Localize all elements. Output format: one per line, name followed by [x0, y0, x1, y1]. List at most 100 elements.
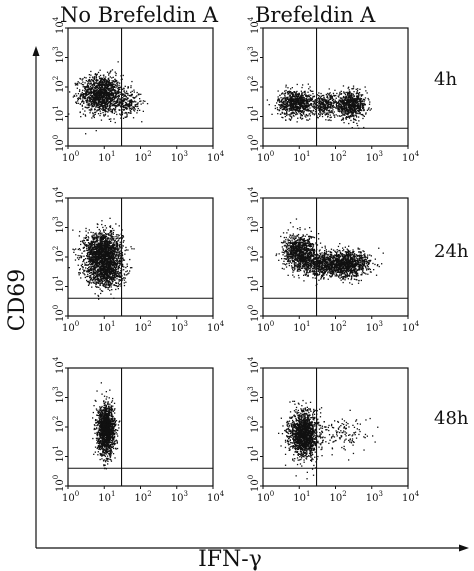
data-point — [284, 113, 287, 115]
data-point — [109, 242, 111, 244]
data-point — [302, 100, 304, 102]
data-point — [98, 252, 100, 254]
data-point — [99, 261, 101, 263]
data-point — [303, 111, 305, 113]
data-point — [283, 103, 286, 105]
data-point — [292, 99, 294, 101]
data-point — [357, 112, 359, 114]
data-point — [292, 98, 294, 100]
data-point — [93, 103, 95, 105]
data-point — [95, 234, 97, 236]
data-point — [306, 102, 308, 104]
data-point — [293, 108, 295, 111]
data-point — [92, 79, 94, 81]
data-point — [337, 108, 340, 110]
data-point — [343, 111, 346, 113]
data-point — [356, 116, 358, 118]
data-point — [94, 252, 96, 254]
data-point — [102, 255, 105, 257]
data-point — [92, 101, 94, 103]
data-point — [96, 264, 98, 267]
data-point — [119, 102, 121, 104]
data-point — [94, 108, 96, 110]
data-point — [344, 93, 347, 96]
data-point — [79, 103, 81, 105]
data-point — [310, 100, 313, 102]
data-point — [123, 108, 126, 111]
data-point — [84, 115, 87, 117]
data-point — [96, 98, 98, 100]
data-point — [99, 114, 101, 117]
data-point — [96, 241, 98, 243]
data-point — [104, 88, 106, 90]
data-point — [341, 109, 343, 111]
data-point — [134, 108, 136, 110]
data-point — [362, 113, 364, 116]
data-point — [111, 97, 113, 99]
data-point — [115, 273, 117, 275]
data-point — [97, 251, 99, 253]
data-point — [110, 103, 112, 105]
data-point — [100, 90, 103, 92]
data-point — [363, 109, 365, 112]
data-point — [109, 226, 112, 228]
data-point — [109, 246, 111, 248]
data-point — [314, 102, 317, 104]
data-point — [309, 100, 311, 103]
data-point — [353, 103, 355, 105]
panel-points — [68, 217, 135, 300]
data-point — [98, 251, 101, 254]
data-point — [108, 79, 111, 81]
data-point — [303, 106, 305, 108]
data-point — [118, 225, 120, 227]
data-point — [100, 112, 102, 115]
data-point — [333, 111, 335, 113]
data-point — [132, 96, 134, 99]
data-point — [124, 253, 126, 255]
data-point — [78, 257, 81, 259]
data-point — [102, 250, 104, 252]
data-point — [351, 93, 353, 95]
data-point — [346, 99, 349, 101]
y-axis-title: CD69 — [5, 269, 30, 331]
data-point — [306, 119, 308, 121]
data-point — [92, 234, 94, 236]
data-point — [130, 91, 132, 93]
data-point — [106, 258, 108, 260]
data-point — [123, 109, 125, 111]
data-point — [353, 109, 355, 112]
data-point — [74, 82, 76, 85]
data-point — [98, 236, 100, 238]
data-point — [98, 95, 100, 97]
data-point — [96, 234, 98, 236]
data-point — [80, 243, 82, 246]
data-point — [363, 105, 365, 107]
data-point — [286, 109, 288, 111]
data-point — [82, 86, 84, 88]
data-point — [114, 100, 116, 102]
data-point — [105, 82, 107, 84]
data-point — [313, 100, 315, 103]
data-point — [108, 72, 110, 75]
data-point — [136, 105, 138, 108]
y-tick-label: 100 — [52, 135, 66, 152]
data-point — [339, 93, 341, 95]
data-point — [291, 107, 293, 109]
data-point — [100, 87, 102, 90]
data-point — [122, 94, 124, 96]
data-point — [127, 273, 129, 275]
data-point — [286, 111, 288, 113]
data-point — [290, 92, 292, 95]
data-point — [95, 264, 97, 266]
data-point — [303, 91, 306, 93]
data-point — [140, 93, 142, 95]
data-point — [119, 100, 121, 102]
data-point — [345, 117, 347, 119]
data-point — [108, 91, 110, 93]
data-point — [352, 88, 354, 90]
data-point — [127, 249, 129, 251]
row-label-48h: 48h — [434, 408, 469, 429]
data-point — [341, 106, 343, 108]
data-point — [299, 104, 301, 106]
